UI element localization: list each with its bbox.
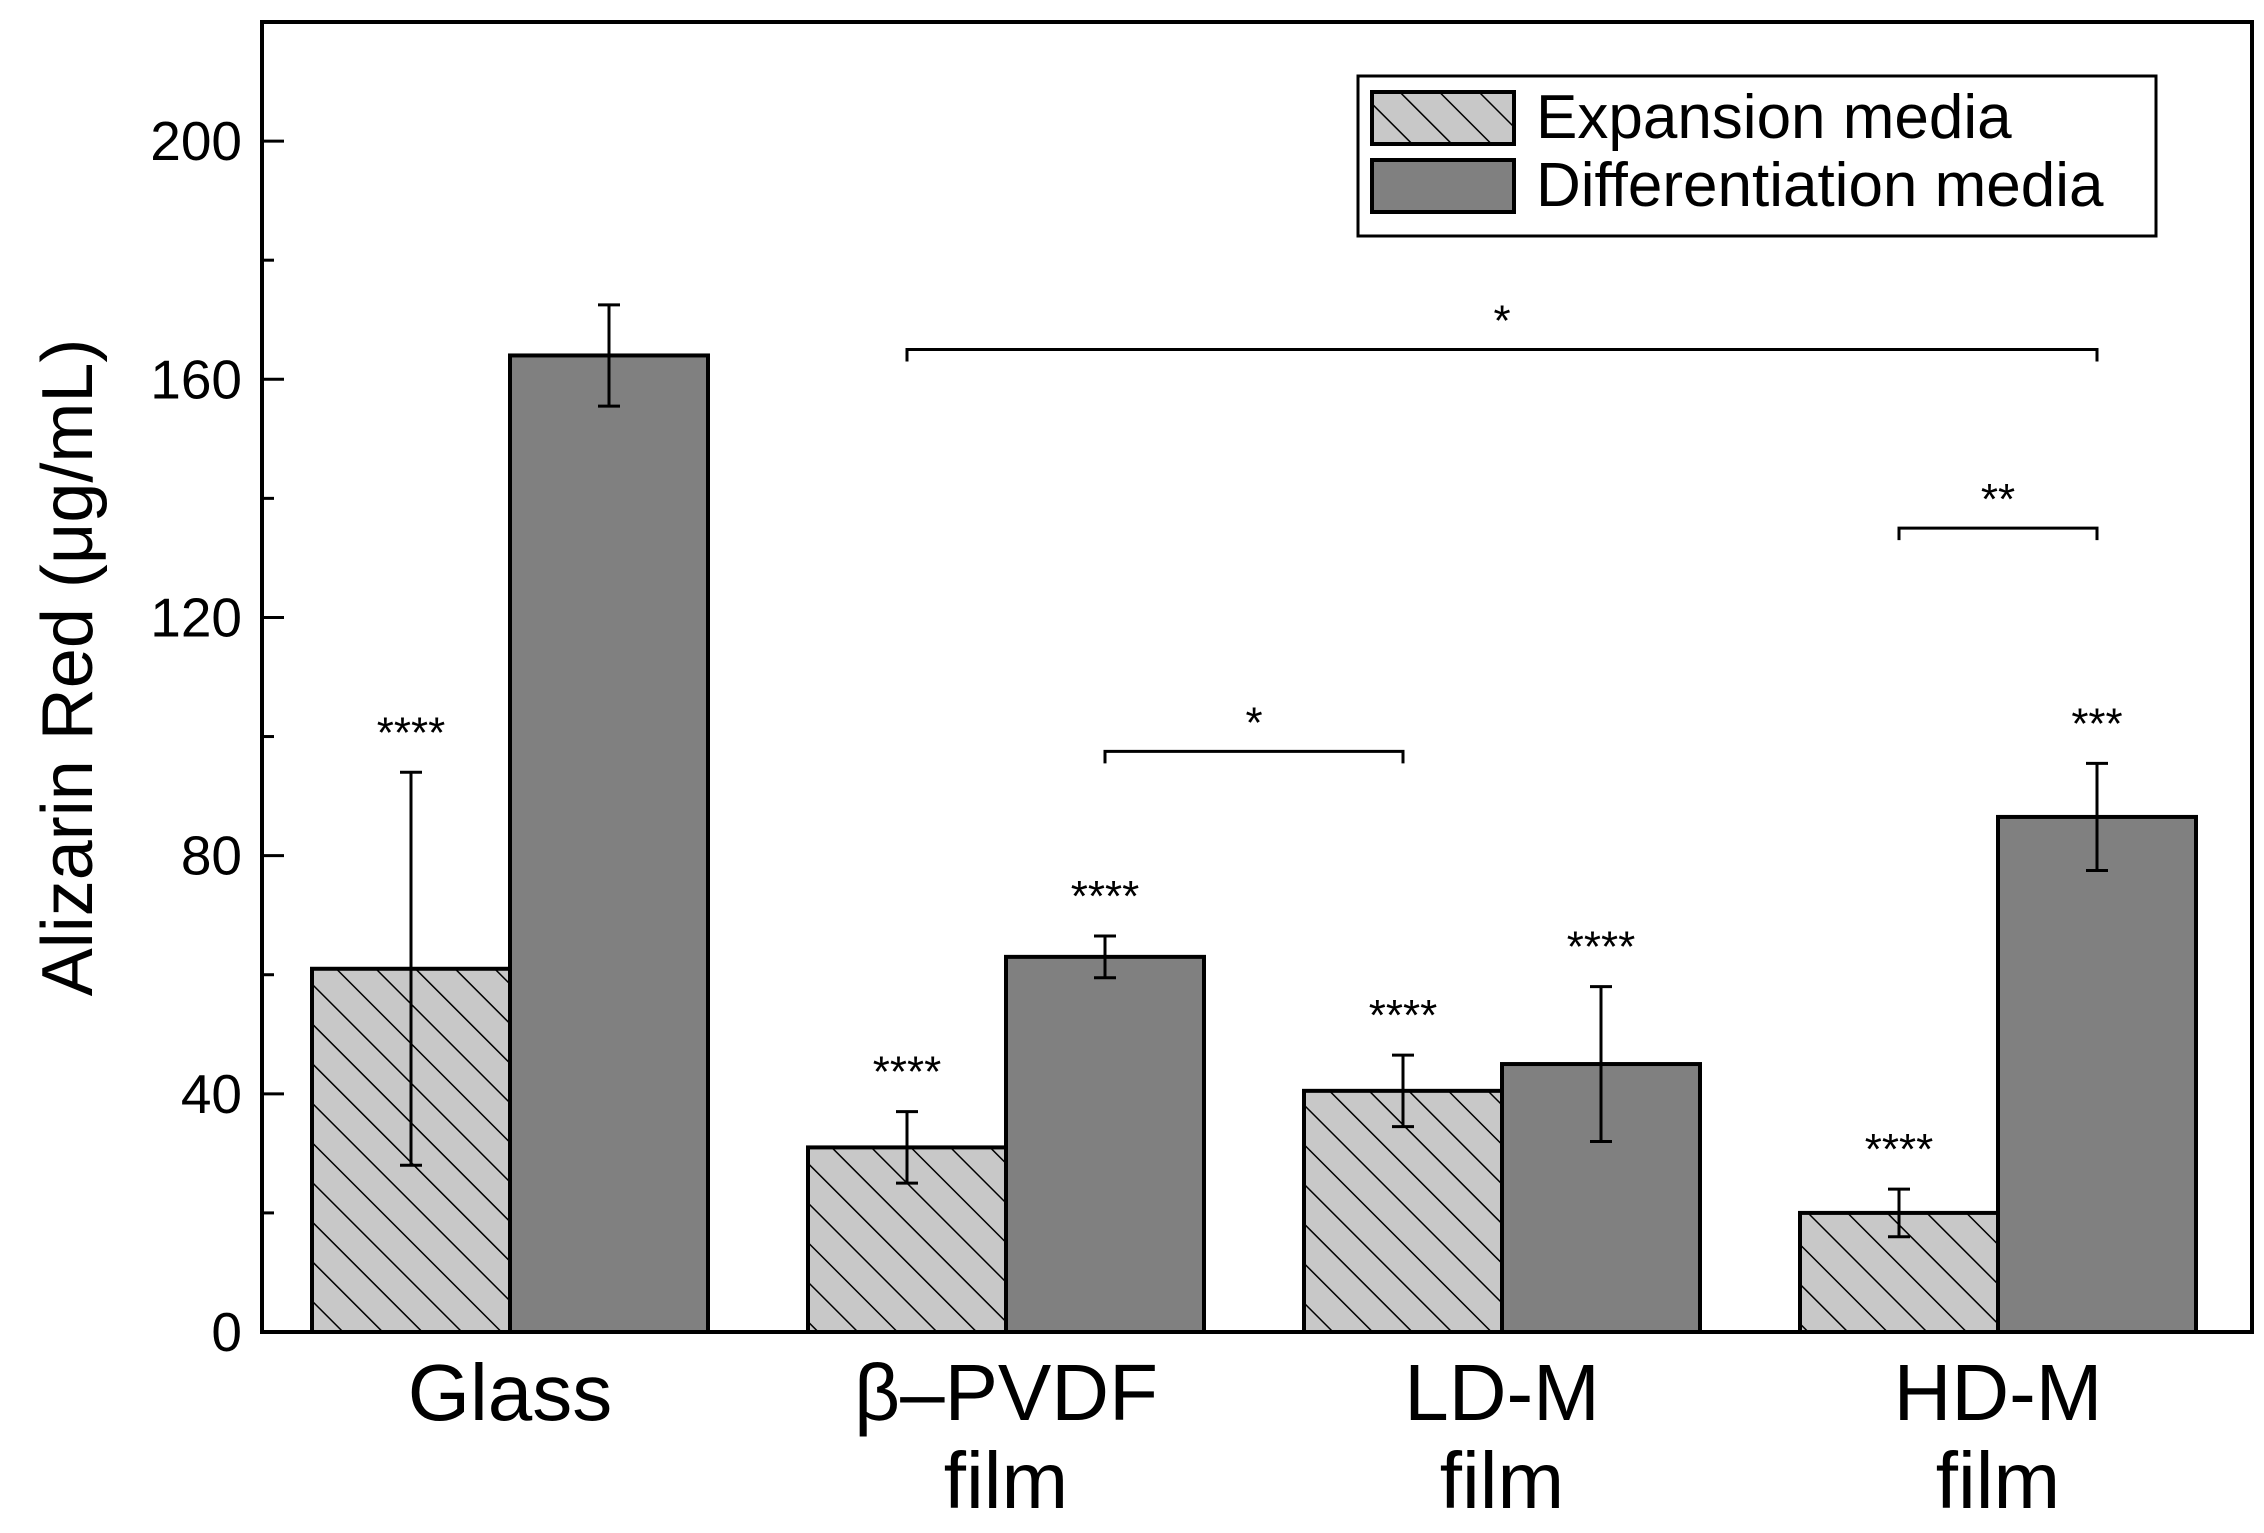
category-label: β–PVDF — [854, 1348, 1158, 1437]
significance-label: **** — [873, 1048, 942, 1097]
comparison-bracket: * — [1103, 698, 1405, 764]
significance-label: **** — [1567, 923, 1636, 972]
error-bar — [1888, 1187, 1910, 1239]
y-tick-label: 200 — [150, 110, 242, 172]
category-label: Glass — [408, 1348, 613, 1437]
bar-differentiation-0 — [508, 353, 710, 1335]
error-bar — [400, 770, 422, 1167]
y-tick-label: 160 — [150, 348, 242, 410]
error-bar — [598, 303, 620, 408]
comparison-bracket: * — [905, 297, 2099, 362]
error-bar — [1590, 985, 1612, 1143]
plot-frame — [260, 20, 2254, 1334]
significance-label: **** — [377, 708, 446, 757]
legend-swatch-expansion — [1370, 90, 1516, 146]
y-tick-label: 80 — [181, 825, 242, 887]
error-bar — [1392, 1053, 1414, 1129]
comparison-bracket: ** — [1897, 475, 2099, 541]
bracket-significance-label: ** — [1981, 475, 2015, 524]
significance-label: *** — [2071, 699, 2122, 748]
bracket-significance-label: * — [1245, 698, 1262, 747]
bracket-significance-label: * — [1493, 297, 1510, 346]
legend-swatch-differentiation — [1370, 158, 1516, 214]
category-label: film — [944, 1436, 1068, 1525]
category-label: LD-M — [1404, 1348, 1600, 1437]
y-axis-title: Alizarin Red (μg/mL) — [28, 339, 108, 997]
legend-label: Differentiation media — [1536, 151, 2104, 220]
error-bar — [2086, 761, 2108, 873]
category-label: film — [1936, 1436, 2060, 1525]
error-bar — [896, 1110, 918, 1185]
category-label: HD-M — [1894, 1348, 2103, 1437]
error-bar — [1094, 934, 1116, 980]
y-tick-label: 40 — [181, 1063, 242, 1125]
significance-label: **** — [1369, 991, 1438, 1040]
bar-differentiation-3 — [1996, 814, 2198, 1334]
significance-label: **** — [1865, 1125, 1934, 1174]
legend-label: Expansion media — [1536, 83, 2012, 152]
y-tick-label: 0 — [211, 1301, 242, 1363]
category-label: film — [1440, 1436, 1564, 1525]
significance-label: **** — [1071, 872, 1140, 921]
y-tick-label: 120 — [150, 586, 242, 648]
bar-differentiation-1 — [1004, 954, 1206, 1334]
